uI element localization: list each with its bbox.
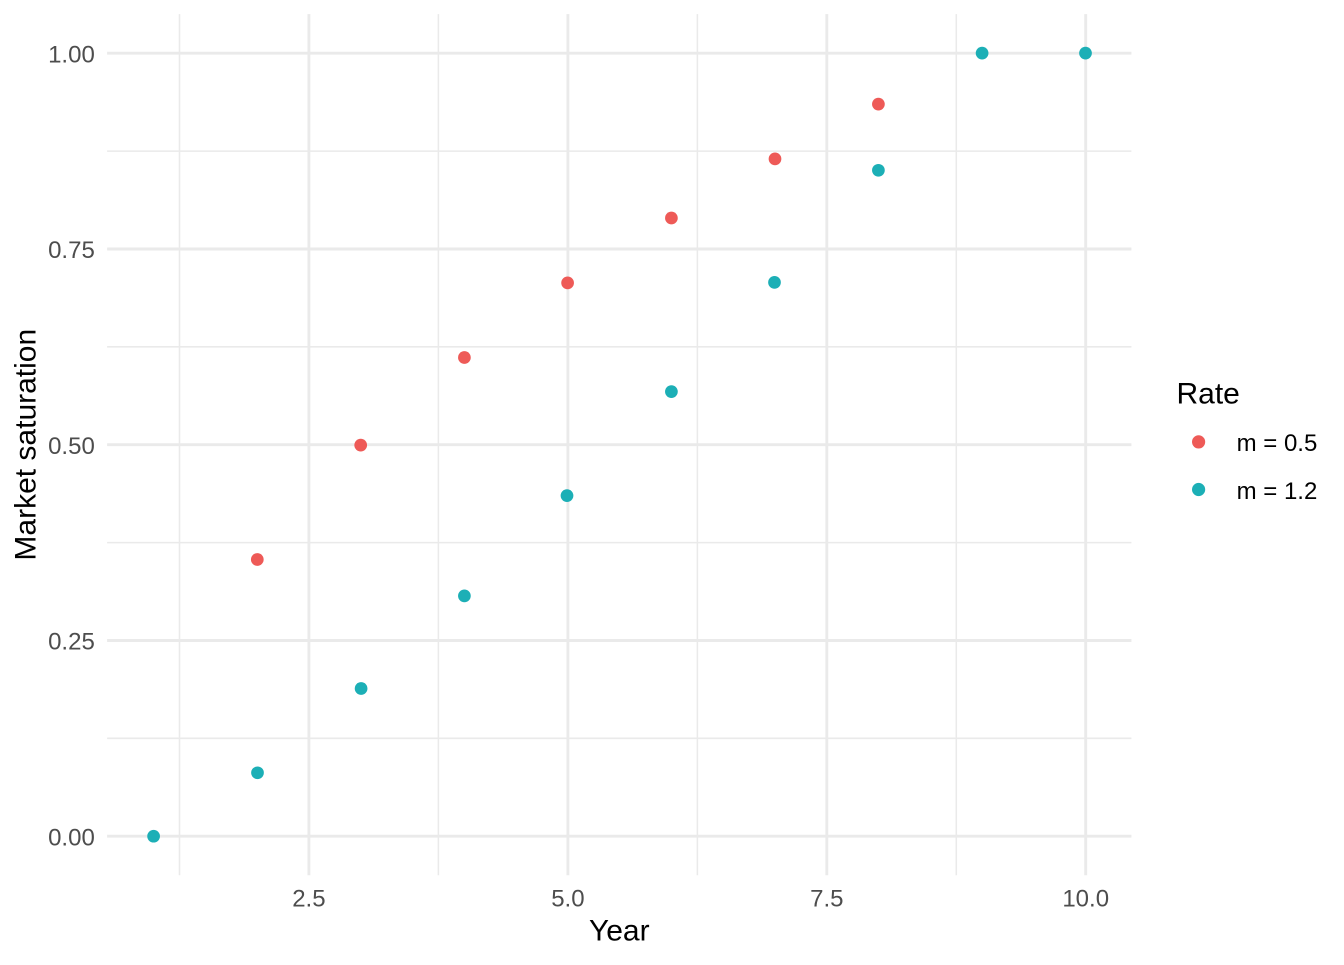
- svg-text:0.00: 0.00: [48, 824, 95, 851]
- svg-text:7.5: 7.5: [810, 886, 843, 913]
- svg-text:10.0: 10.0: [1062, 886, 1109, 913]
- svg-text:5.0: 5.0: [551, 886, 584, 913]
- svg-text:m = 0.5: m = 0.5: [1237, 430, 1318, 457]
- svg-text:0.50: 0.50: [48, 433, 95, 460]
- svg-text:m = 1.2: m = 1.2: [1237, 478, 1318, 505]
- svg-text:1.00: 1.00: [48, 41, 95, 68]
- svg-text:Market saturation: Market saturation: [10, 329, 43, 561]
- svg-text:2.5: 2.5: [292, 886, 325, 913]
- svg-text:Year: Year: [589, 915, 650, 948]
- svg-text:0.75: 0.75: [48, 237, 95, 264]
- svg-text:Rate: Rate: [1177, 378, 1240, 411]
- svg-text:0.25: 0.25: [48, 629, 95, 656]
